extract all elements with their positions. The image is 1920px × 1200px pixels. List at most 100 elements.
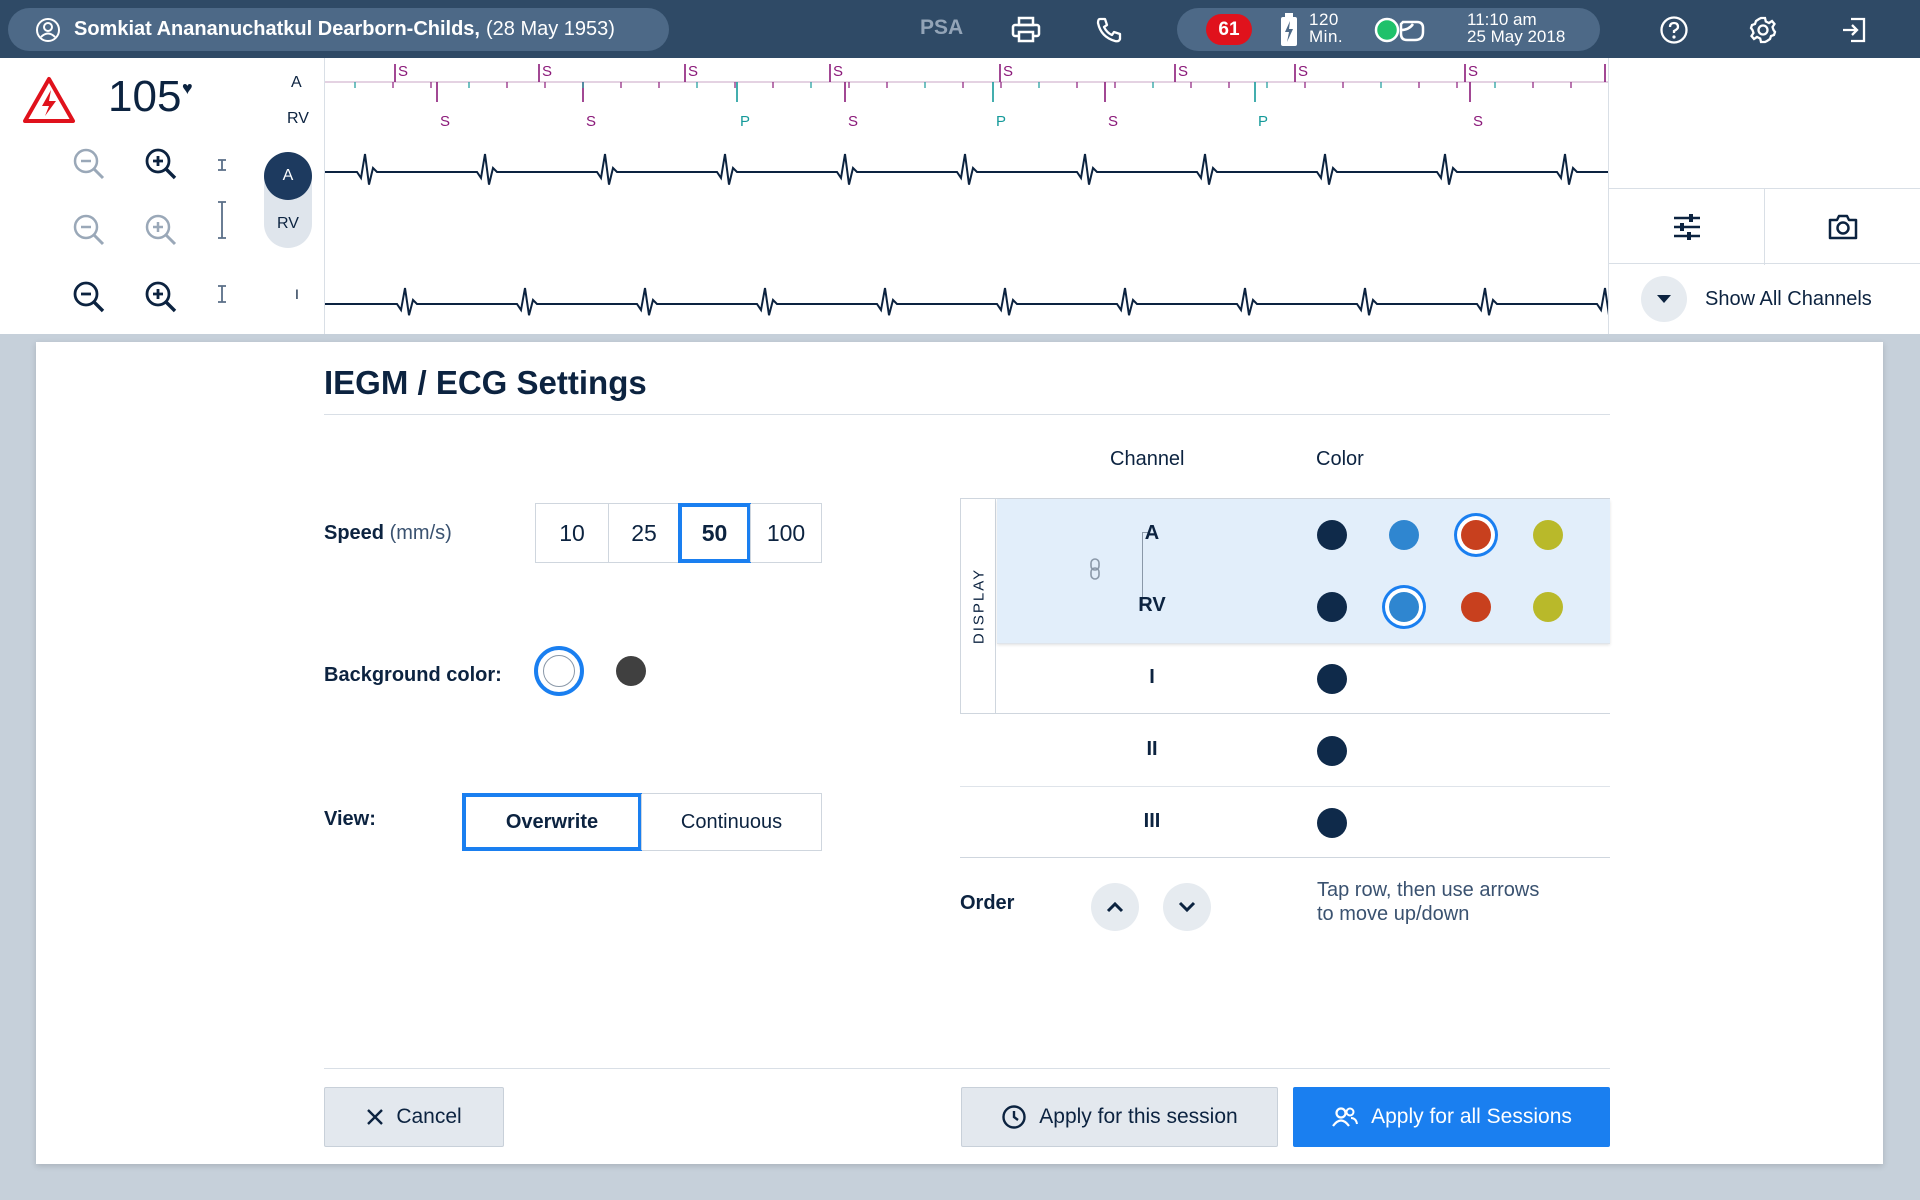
speed-selector[interactable]: 10 25 50 100	[535, 503, 822, 563]
apply-session-button[interactable]: Apply for this session	[961, 1087, 1278, 1147]
white-swatch	[543, 655, 575, 687]
color-swatch-rv-0[interactable]	[1317, 592, 1347, 622]
display-group: DISPLAY	[960, 498, 1610, 714]
speed-unit: (mm/s)	[389, 522, 452, 544]
phone-icon[interactable]	[1092, 13, 1126, 47]
channel-name-iii[interactable]: III	[1143, 810, 1161, 832]
channel-name-a[interactable]: A	[1144, 522, 1160, 544]
marker-p-label: P	[740, 113, 750, 130]
battery-readout: 120 Min.	[1309, 11, 1343, 45]
link-bracket	[1142, 532, 1150, 606]
psa-label[interactable]: PSA	[920, 16, 964, 39]
chevron-up-icon	[1106, 901, 1124, 913]
patient-name: Somkiat Anananuchatkul Dearborn-Childs,	[74, 18, 480, 40]
background-option-dark[interactable]	[616, 656, 646, 686]
zoom-out-icon[interactable]	[70, 278, 108, 316]
view-option-continuous[interactable]: Continuous	[641, 794, 821, 850]
amplitude-scale-icon	[216, 284, 228, 309]
apply-all-sessions-label: Apply for all Sessions	[1371, 1105, 1572, 1128]
date: 25 May 2018	[1467, 27, 1566, 46]
cancel-button[interactable]: Cancel	[324, 1087, 504, 1147]
color-swatch-i-0[interactable]	[1317, 664, 1347, 694]
link-icon[interactable]	[1088, 557, 1102, 586]
gear-icon[interactable]	[1746, 13, 1780, 47]
channel-column-header: Channel	[1110, 448, 1185, 470]
zoom-in-icon[interactable]	[142, 211, 180, 249]
channel-label-rv: RV	[287, 110, 309, 127]
marker-s-label: S	[440, 113, 450, 130]
cancel-label: Cancel	[396, 1105, 462, 1128]
waveform-strip: 105 ♥ A RV A RV I SSSSSSSSSSSPSPSPS	[0, 58, 1920, 334]
footer-divider	[324, 1068, 1610, 1069]
speed-option-100[interactable]: 100	[750, 504, 821, 562]
zoom-out-icon[interactable]	[70, 211, 108, 249]
printer-icon[interactable]	[1009, 13, 1043, 47]
color-swatch-rv-3[interactable]	[1533, 592, 1563, 622]
zoom-out-icon[interactable]	[70, 145, 108, 183]
clock-readout: 11:10 am 25 May 2018	[1467, 11, 1565, 45]
channel-toggle[interactable]: A RV	[264, 152, 312, 248]
move-up-button[interactable]	[1091, 883, 1139, 931]
speed-option-25[interactable]: 25	[608, 504, 679, 562]
zoom-in-icon[interactable]	[142, 278, 180, 316]
show-all-channels[interactable]: Show All Channels	[1641, 276, 1872, 322]
marker-s-label: S	[1298, 63, 1308, 80]
channel-toggle-rv[interactable]: RV	[277, 215, 299, 232]
color-swatch-rv-1[interactable]	[1389, 592, 1419, 622]
order-label: Order	[960, 892, 1015, 914]
tool-row	[1609, 188, 1920, 265]
channel-toggle-a[interactable]: A	[264, 152, 312, 200]
marker-s-label: S	[586, 113, 596, 130]
marker-p-label: P	[996, 113, 1006, 130]
row-divider	[997, 643, 1610, 644]
camera-icon[interactable]	[1765, 189, 1920, 265]
marker-s-label: S	[1003, 63, 1013, 80]
show-all-channels-label: Show All Channels	[1705, 287, 1872, 310]
apply-session-label: Apply for this session	[1039, 1105, 1238, 1128]
apply-all-sessions-button[interactable]: Apply for all Sessions	[1293, 1087, 1610, 1147]
channel-name-rv[interactable]: RV	[1138, 594, 1166, 616]
color-swatch-a-1[interactable]	[1389, 520, 1419, 550]
view-selector[interactable]: Overwrite Continuous	[462, 793, 822, 851]
waveform-svg: SSSSSSSSSSSPSPSPS	[325, 63, 1620, 316]
settings-sliders-icon[interactable]	[1609, 189, 1765, 265]
channel-label-a: A	[291, 74, 302, 91]
dialog-title: IEGM / ECG Settings	[324, 364, 647, 401]
users-icon	[1332, 1107, 1359, 1127]
exit-icon[interactable]	[1837, 13, 1871, 47]
background-option-white[interactable]	[534, 646, 584, 696]
color-swatch-a-0[interactable]	[1317, 520, 1347, 550]
high-voltage-alert-icon[interactable]	[22, 76, 76, 129]
speed-label-text: Speed	[324, 522, 385, 544]
order-hint: Tap row, then use arrows to move up/down	[1317, 878, 1597, 926]
channel-name-ii[interactable]: II	[1146, 738, 1158, 760]
color-swatch-a-2[interactable]	[1461, 520, 1491, 550]
color-swatch-rv-2[interactable]	[1461, 592, 1491, 622]
marker-s-label: S	[1108, 113, 1118, 130]
marker-s-label: S	[1178, 63, 1188, 80]
waveform-area: SSSSSSSSSSSPSPSPS	[324, 58, 1620, 334]
marker-s-label: S	[833, 63, 843, 80]
patient-dob: (28 May 1953)	[486, 18, 615, 40]
color-swatch-a-3[interactable]	[1533, 520, 1563, 550]
speed-option-10[interactable]: 10	[559, 519, 585, 546]
user-icon	[34, 16, 62, 44]
move-down-button[interactable]	[1163, 883, 1211, 931]
status-pill: 61 120 Min. 11:10 am 25 May 2018	[1177, 8, 1600, 51]
color-column-header: Color	[1316, 448, 1364, 470]
speed-option-50[interactable]: 50	[678, 503, 751, 563]
color-swatch-iii-0[interactable]	[1317, 808, 1347, 838]
row-divider	[960, 786, 1610, 787]
marker-s-label: S	[542, 63, 552, 80]
patient-pill[interactable]: Somkiat Anananuchatkul Dearborn-Childs, …	[8, 8, 669, 51]
view-option-overwrite[interactable]: Overwrite	[462, 793, 642, 851]
marker-s-label: S	[1473, 113, 1483, 130]
zoom-in-icon[interactable]	[142, 145, 180, 183]
help-icon[interactable]	[1657, 13, 1691, 47]
iegm-ecg-settings-dialog: IEGM / ECG Settings Speed (mm/s) 10 25 5…	[36, 342, 1883, 1164]
chevron-down-icon[interactable]	[1641, 276, 1687, 322]
color-swatch-ii-0[interactable]	[1317, 736, 1347, 766]
order-hint-line-1: Tap row, then use arrows	[1317, 879, 1540, 901]
speed-label: Speed (mm/s)	[324, 522, 452, 545]
channel-name-i[interactable]: I	[1149, 666, 1155, 688]
